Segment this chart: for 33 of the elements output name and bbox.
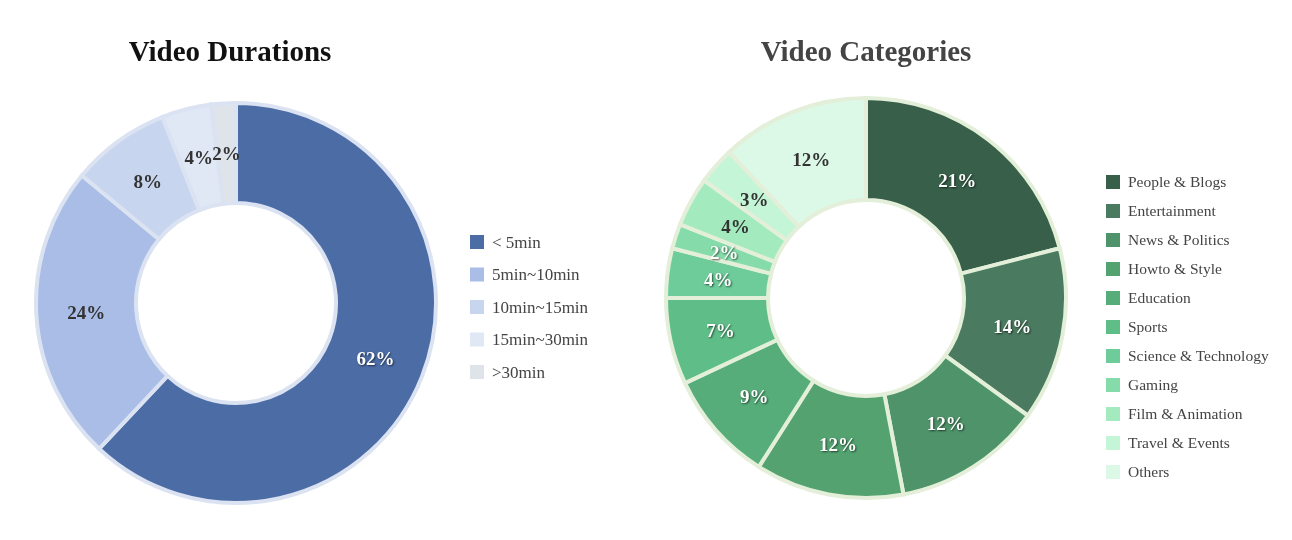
legend-label: Travel & Events: [1128, 434, 1230, 452]
data-label: 12%: [819, 434, 858, 456]
legend-label: < 5min: [492, 232, 542, 252]
chart-title: Video Categories: [760, 35, 972, 67]
legend-label: Sports: [1128, 318, 1168, 336]
data-label: 24%: [67, 302, 106, 324]
legend-label: 5min~10min: [492, 265, 581, 285]
legend-label: Science & Technology: [1128, 347, 1269, 365]
data-label: 9%: [739, 386, 769, 408]
data-label: 4%: [703, 268, 733, 290]
legend-label: 15min~30min: [492, 330, 589, 350]
legend-label: Entertainment: [1128, 202, 1217, 220]
legend-label: Film & Animation: [1128, 405, 1243, 423]
legend-label: Education: [1128, 289, 1192, 307]
data-label: 12%: [926, 413, 965, 435]
data-label: 2%: [710, 241, 739, 263]
legend-label: People & Blogs: [1128, 173, 1227, 191]
data-label: 3%: [739, 189, 769, 211]
data-label: 4%: [721, 215, 750, 237]
legend-label: >30min: [492, 362, 546, 382]
chart-title: Video Durations: [128, 35, 332, 67]
legend-label: Howto & Style: [1128, 260, 1222, 278]
legend-label: News & Politics: [1128, 231, 1230, 249]
data-label: 14%: [993, 315, 1032, 337]
data-label: 12%: [792, 149, 831, 171]
data-label: 4%: [184, 147, 213, 169]
data-label: 62%: [356, 347, 395, 369]
data-label: 8%: [133, 171, 163, 193]
legend-label: Others: [1128, 463, 1170, 481]
data-label: 7%: [706, 320, 735, 342]
data-label: 21%: [938, 169, 977, 191]
legend-label: Gaming: [1128, 376, 1179, 394]
legend-label: 10min~15min: [492, 297, 589, 317]
